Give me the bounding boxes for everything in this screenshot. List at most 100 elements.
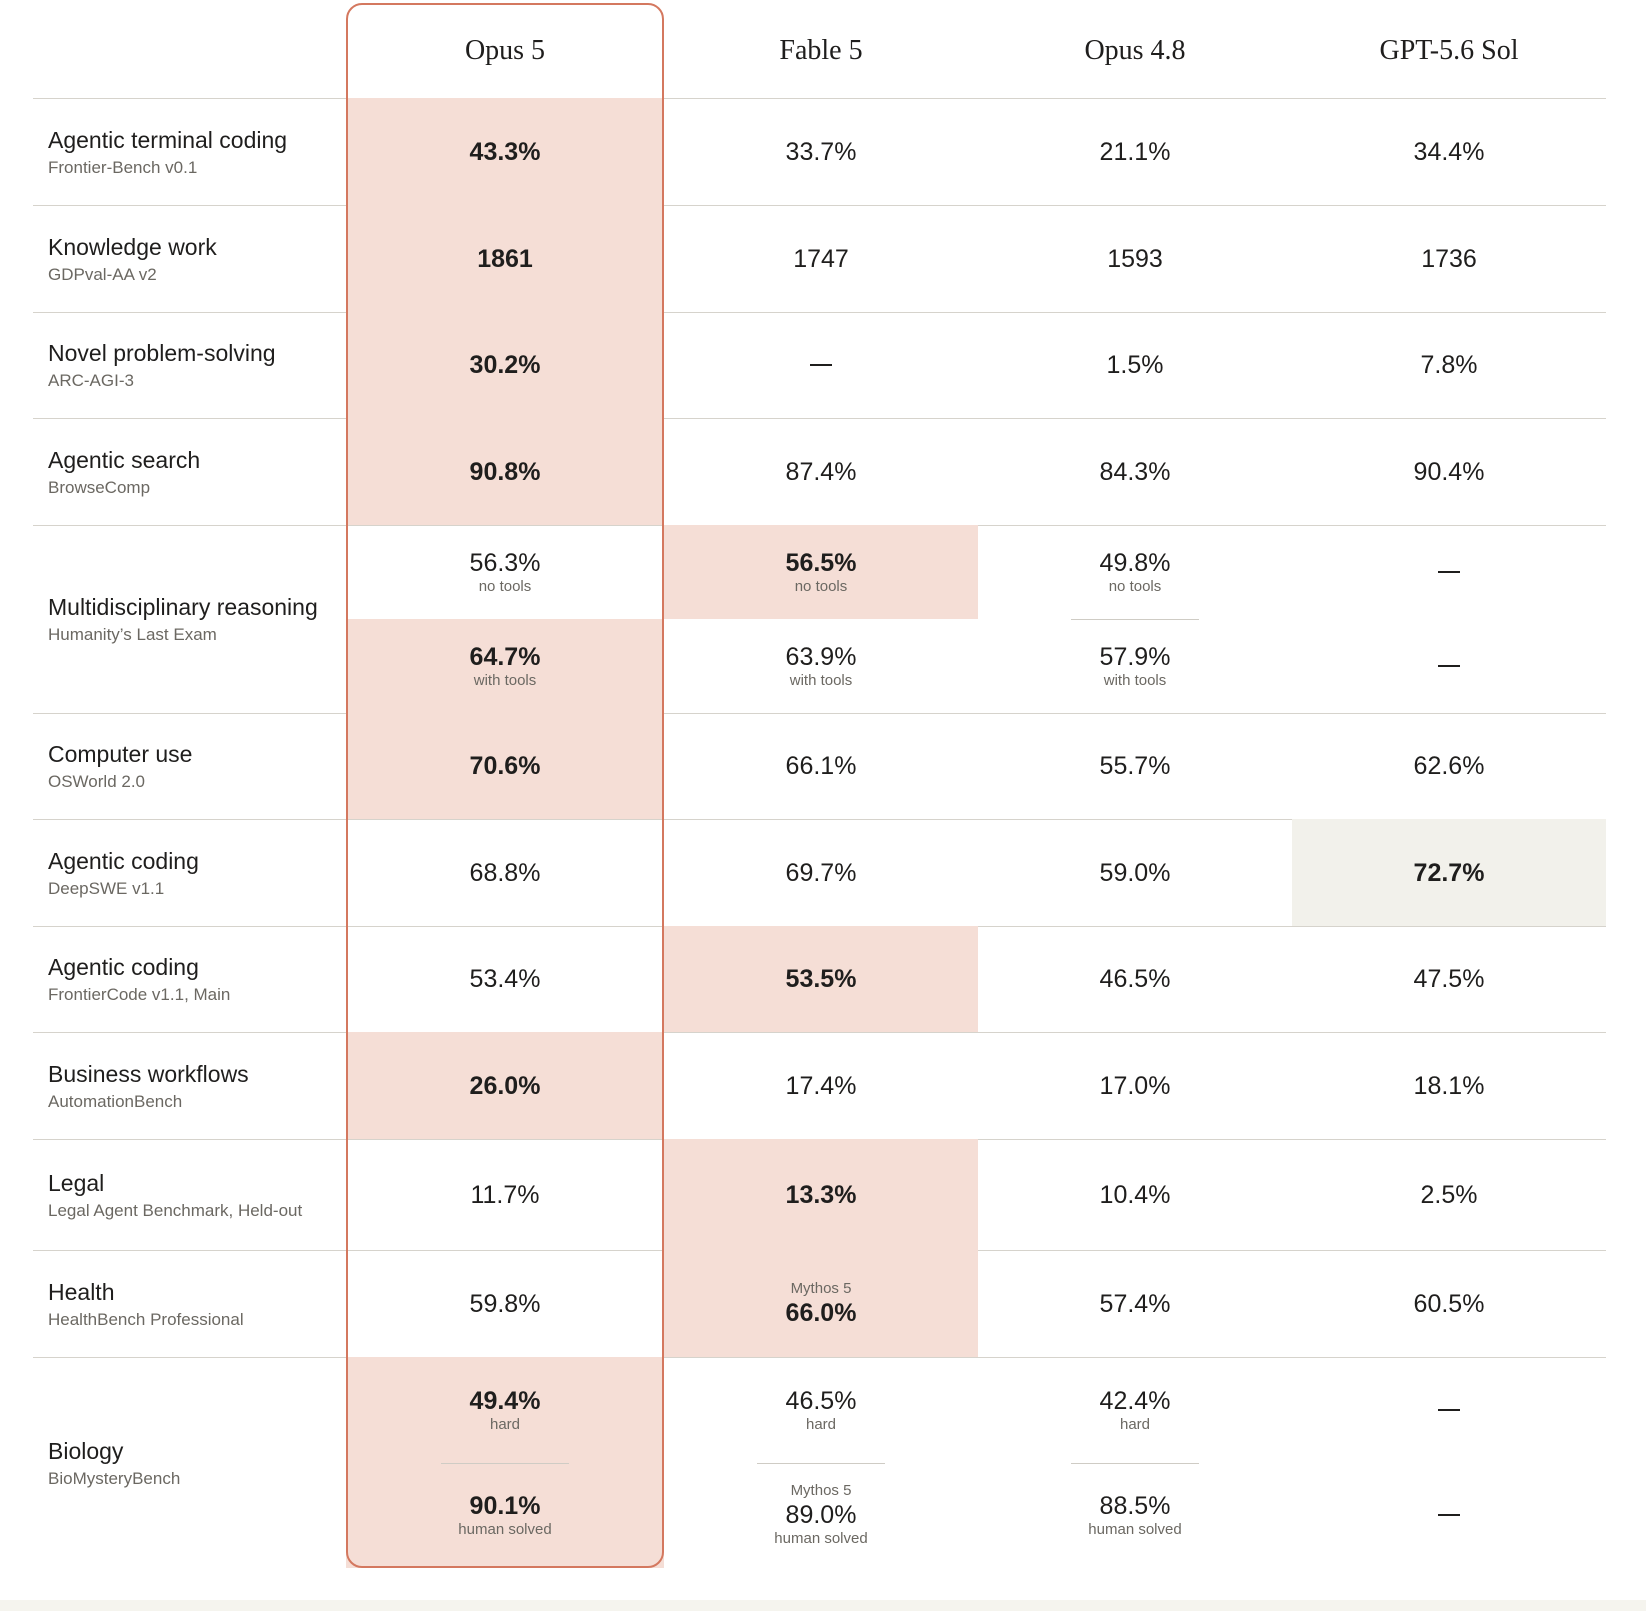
cell-value: 90.1% <box>469 1492 541 1521</box>
row-divider <box>33 713 1606 714</box>
row-divider <box>33 312 1606 313</box>
row-subtitle: BrowseComp <box>48 477 151 497</box>
cell-value: 59.0% <box>1099 858 1171 887</box>
cell-10-0: 59.8% <box>346 1250 664 1357</box>
cell-6-2: 59.0% <box>978 819 1292 926</box>
cell-value: 64.7% <box>469 643 541 671</box>
cell-3-2: 84.3% <box>978 418 1292 525</box>
cell-note: human solved <box>458 1521 552 1539</box>
column-header-fable-5: Fable 5 <box>779 35 863 66</box>
cell-2-2: 1.5% <box>978 312 1292 418</box>
cell-value: 21.1% <box>1099 137 1171 166</box>
cell-5-1: 66.1% <box>664 713 978 819</box>
cell-9-1: 13.3% <box>664 1139 978 1250</box>
row-subtitle: Humanity’s Last Exam <box>48 625 217 644</box>
cell-3-0: 90.8% <box>346 418 664 525</box>
cell-value: 53.5% <box>785 965 857 993</box>
cell-value: 11.7% <box>470 1180 540 1209</box>
cell-note: with tools <box>473 672 537 689</box>
row-subtitle: Legal Agent Benchmark, Held-out <box>48 1200 303 1220</box>
cell-prefix-label: Mythos 5 <box>790 1482 852 1500</box>
cell-4-0-1: 56.5% no tools <box>664 525 978 619</box>
cell-value: 43.3% <box>469 137 541 166</box>
cell-value: 1747 <box>793 244 849 273</box>
cell-note: no tools <box>478 578 532 595</box>
cell-6-1: 69.7% <box>664 819 978 926</box>
cell-2-0-highlight <box>346 312 664 418</box>
cell-value: 55.7% <box>1099 752 1171 780</box>
row-label: Agentic coding DeepSWE v1.1 <box>48 819 318 926</box>
cell-value: 90.8% <box>469 457 541 486</box>
cell-value: 88.5% <box>1099 1492 1171 1521</box>
cell-prefix-label: Mythos 5 <box>790 1279 852 1297</box>
cell-1-0-highlight <box>346 205 664 312</box>
row-title: Business workflows <box>48 1060 249 1087</box>
cell-value: 34.4% <box>1413 137 1485 166</box>
cell-value: 56.5% <box>785 549 857 577</box>
cell-0-0: 43.3% <box>346 98 664 205</box>
row-label: Agentic search BrowseComp <box>48 418 318 525</box>
cell-6-3: 72.7% <box>1292 819 1606 926</box>
subrow-divider <box>441 1462 569 1464</box>
cell-10-3: 60.5% <box>1292 1250 1606 1357</box>
row-subtitle: HealthBench Professional <box>48 1309 244 1329</box>
row-label: Novel problem-solving ARC-AGI-3 <box>48 312 318 418</box>
cell-value: 59.8% <box>469 1289 541 1318</box>
cell-3-0-highlight <box>346 418 664 525</box>
cell-8-3: 18.1% <box>1292 1032 1606 1139</box>
row-title: Agentic search <box>48 446 201 473</box>
cell-value: 1593 <box>1107 244 1163 273</box>
cell-0-1: 33.7% <box>664 98 978 205</box>
row-label: Agentic terminal coding Frontier-Bench v0… <box>48 98 318 205</box>
cell-8-2: 17.0% <box>978 1032 1292 1139</box>
dash-placeholder <box>810 364 832 366</box>
cell-value: 46.5% <box>785 1386 857 1415</box>
row-title: Biology <box>48 1437 124 1464</box>
row-title: Computer use <box>48 741 193 767</box>
cell-value: 10.4% <box>1099 1180 1171 1209</box>
cell-1-3: 1736 <box>1292 205 1606 312</box>
cell-note: with tools <box>1103 672 1167 689</box>
row-label: Agentic coding FrontierCode v1.1, Main <box>48 926 318 1032</box>
cell-4-0-0: 56.3% no tools <box>346 525 664 619</box>
cell-value: 1.5% <box>1106 351 1164 379</box>
row-label: Health HealthBench Professional <box>48 1250 318 1357</box>
subrow-divider <box>1071 619 1199 620</box>
cell-value: 66.0% <box>785 1298 857 1327</box>
row-title: Legal <box>48 1169 105 1196</box>
cell-8-0-highlight <box>346 1032 664 1139</box>
cell-9-3: 2.5% <box>1292 1139 1606 1250</box>
cell-7-0: 53.4% <box>346 926 664 1032</box>
cell-11-1-0: 90.1% human solved <box>346 1463 664 1569</box>
row-label: Knowledge work GDPval-AA v2 <box>48 205 318 312</box>
row-label: Business workflows AutomationBench <box>48 1032 318 1139</box>
cell-value: 56.3% <box>469 549 541 577</box>
row-title: Novel problem-solving <box>48 340 276 366</box>
cell-value: 69.7% <box>785 858 857 887</box>
cell-value: 62.6% <box>1413 752 1485 780</box>
cell-0-0-highlight <box>346 98 664 205</box>
cell-10-1: Mythos 5 66.0% <box>664 1250 978 1357</box>
cell-value: 89.0% <box>785 1501 857 1530</box>
cell-7-3: 47.5% <box>1292 926 1606 1032</box>
cell-note: no tools <box>794 578 848 595</box>
row-title: Knowledge work <box>48 233 217 260</box>
cell-4-0-1-highlight <box>664 525 978 619</box>
cell-value: 90.4% <box>1413 457 1485 486</box>
cell-4-1-0-highlight <box>346 619 664 713</box>
cell-3-1: 87.4% <box>664 418 978 525</box>
cell-8-1: 17.4% <box>664 1032 978 1139</box>
cell-value: 84.3% <box>1099 457 1171 486</box>
cell-11-0-3 <box>1292 1357 1606 1463</box>
row-divider <box>33 205 1606 206</box>
cell-0-2: 21.1% <box>978 98 1292 205</box>
cell-value: 68.8% <box>469 858 541 887</box>
cell-value: 46.5% <box>1099 965 1171 993</box>
cell-value: 30.2% <box>469 351 541 379</box>
cell-note: human solved <box>774 1530 868 1548</box>
row-subtitle: DeepSWE v1.1 <box>48 878 165 898</box>
cell-value: 17.4% <box>785 1071 857 1100</box>
cell-11-1-3 <box>1292 1463 1606 1569</box>
row-subtitle: Frontier-Bench v0.1 <box>48 157 198 177</box>
cell-value: 47.5% <box>1413 965 1485 993</box>
